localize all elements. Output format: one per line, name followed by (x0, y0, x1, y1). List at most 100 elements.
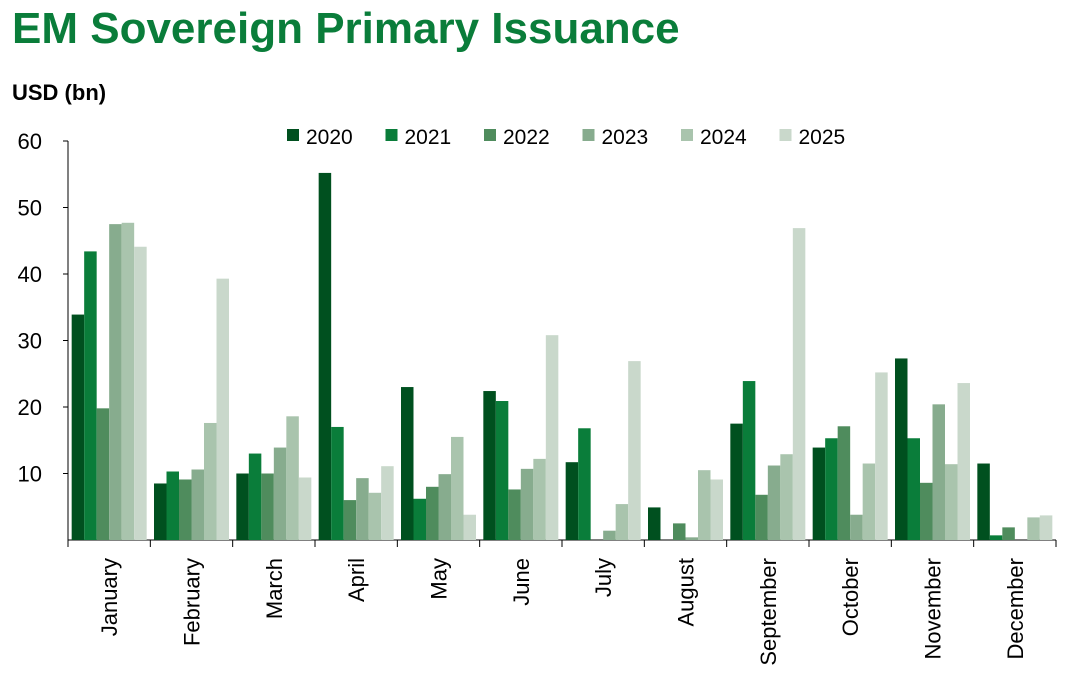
y-tick-label: 60 (18, 129, 42, 154)
bar-2020-september (730, 423, 743, 541)
bar-2021-september (742, 381, 756, 540)
x-tick-label: February (180, 558, 205, 646)
bar-2023-september (767, 465, 781, 540)
bar-2021-march (248, 453, 262, 540)
bar-2025-may (463, 514, 476, 540)
bar-2020-december (977, 463, 990, 540)
bar-2021-july (578, 428, 591, 540)
legend-label: 2023 (602, 126, 649, 149)
legend-swatch (779, 129, 792, 141)
legend-swatch (681, 129, 693, 141)
bar-2023-june (520, 468, 534, 540)
bar-2025-december (1039, 515, 1053, 540)
bar-2023-july (603, 530, 616, 540)
x-tick-label: December (1003, 558, 1028, 659)
legend-label: 2020 (306, 126, 353, 149)
y-tick-label: 50 (18, 196, 42, 221)
bar-2024-august (698, 470, 711, 540)
bar-2024-november (945, 464, 958, 540)
bar-2022-may (426, 486, 439, 540)
x-tick-label: March (262, 558, 287, 619)
bar-2022-june (508, 489, 521, 540)
bar-2022-february (179, 479, 192, 540)
bar-2020-june (483, 391, 496, 540)
bar-2020-march (236, 473, 249, 540)
bar-2025-april (381, 466, 394, 540)
legend-swatch (385, 129, 398, 141)
bar-2023-april (356, 478, 369, 540)
bar-2025-february (216, 278, 229, 540)
bar-2021-may (413, 498, 426, 540)
bar-2020-january (71, 314, 85, 540)
x-tick-label: January (97, 558, 122, 636)
bar-2024-september (780, 454, 793, 540)
legend-swatch (582, 129, 595, 141)
bar-2022-november (920, 482, 933, 540)
chart-title: EM Sovereign Primary Issuance (12, 4, 680, 53)
x-tick-label: May (427, 558, 452, 600)
bar-2020-february (154, 483, 167, 540)
bar-2025-september (792, 228, 806, 540)
y-tick-label: 10 (18, 462, 42, 487)
bar-2021-november (907, 438, 920, 540)
bar-2021-october (825, 438, 838, 540)
legend: 2020 2021 2022 2023 2024 2025 (287, 126, 845, 149)
bar-2024-march (286, 416, 299, 540)
bar-2025-january (134, 246, 147, 541)
bar-2022-october (837, 426, 851, 540)
bars (71, 172, 1053, 541)
legend-swatch (484, 129, 496, 141)
bar-2022-january (96, 408, 110, 540)
bar-2022-april (343, 500, 357, 540)
bar-2025-august (710, 479, 723, 540)
bar-2021-february (166, 471, 179, 540)
x-axis: January February March April May June July Augu… (67, 539, 1057, 666)
legend-label: 2025 (799, 126, 846, 149)
bar-2023-march (273, 447, 287, 540)
bar-2020-august (648, 507, 661, 540)
bar-2023-october (850, 514, 863, 540)
bar-2022-august (673, 523, 686, 541)
x-tick-label: September (756, 558, 781, 666)
bar-2023-may (438, 474, 451, 540)
y-tick-label: 20 (18, 395, 42, 420)
legend-swatch (287, 129, 299, 141)
bar-2020-july (565, 462, 579, 540)
bar-2023-august (685, 537, 698, 540)
bar-2025-november (957, 383, 970, 540)
x-tick-label: April (344, 558, 369, 602)
bar-2024-may (451, 436, 464, 540)
bar-2023-november (932, 404, 945, 540)
y-tick-label: 40 (18, 262, 42, 287)
bar-2024-april (368, 492, 382, 540)
legend-label: 2022 (503, 126, 550, 149)
bar-2023-february (191, 469, 204, 540)
bar-2021-june (495, 401, 509, 540)
bar-2024-june (533, 458, 546, 540)
y-tick-label: 30 (18, 329, 42, 354)
y-axis-unit-label: USD (bn) (12, 80, 107, 105)
bar-2021-december (989, 535, 1003, 540)
bar-2024-october (862, 463, 876, 540)
legend-label: 2021 (405, 126, 452, 149)
x-tick-label: July (591, 558, 616, 597)
bar-2024-january (121, 222, 135, 541)
bar-2024-july (615, 504, 629, 540)
bar-2021-january (84, 251, 97, 540)
bar-2022-march (261, 473, 274, 540)
x-tick-label: August (674, 558, 699, 627)
bar-2025-march (298, 477, 312, 540)
legend-label: 2024 (700, 126, 747, 149)
bar-2020-november (895, 358, 908, 540)
bar-2025-july (628, 361, 641, 540)
x-tick-label: October (838, 558, 863, 636)
x-tick-label: November (921, 558, 946, 659)
bar-2024-december (1027, 517, 1040, 540)
bar-2023-january (109, 224, 122, 541)
x-tick-label: June (509, 558, 534, 606)
bar-2024-february (204, 422, 217, 540)
bar-2022-september (755, 494, 768, 540)
bar-2020-october (812, 447, 826, 540)
bar-2020-may (401, 387, 414, 540)
